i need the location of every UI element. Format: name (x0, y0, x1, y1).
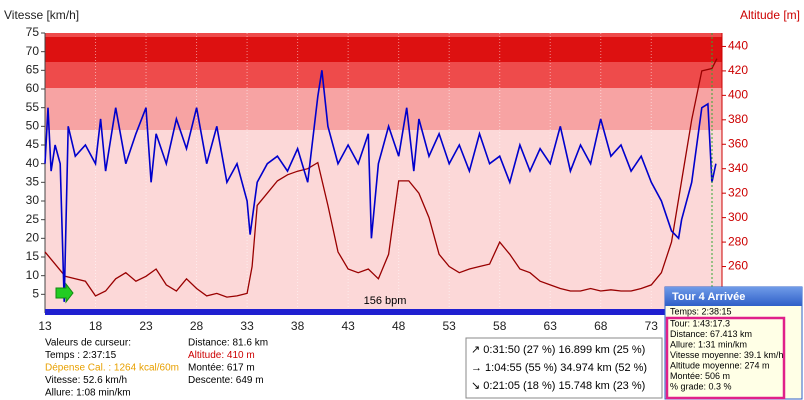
lap-value: Tour: 1:43:17.3 (670, 318, 730, 328)
lap-value: Allure: 1:31 min/km (670, 339, 747, 349)
x-tick-label: 53 (442, 319, 456, 333)
lap-value: Distance: 67.413 km (670, 329, 752, 339)
y-tick-label: 50 (26, 119, 40, 133)
x-tick-label: 58 (493, 319, 507, 333)
y2-tick-label: 420 (728, 63, 748, 77)
y-axis-label: Vitesse [km/h] (4, 8, 79, 22)
y2-tick-label: 380 (728, 112, 748, 126)
x-tick-label: 23 (139, 319, 153, 333)
cursor-value: Distance: 81.6 km (188, 338, 268, 349)
y-tick-label: 5 (32, 287, 39, 301)
y-tick-label: 30 (26, 193, 40, 207)
cursor-value: Vitesse: 52.6 km/h (45, 375, 127, 386)
y-tick-label: 75 (26, 25, 40, 39)
cursor-value: Descente: 649 m (188, 375, 264, 386)
cursor-value: Allure: 1:08 min/km (45, 388, 131, 399)
split-box (465, 337, 663, 399)
zone-bar (45, 309, 722, 315)
y2-tick-label: 280 (728, 234, 748, 248)
y2-tick-label: 260 (728, 259, 748, 273)
cursor-value: Altitude: 410 m (188, 350, 255, 361)
x-tick-label: 68 (594, 319, 608, 333)
x-tick-label: 73 (645, 319, 659, 333)
lap-title: Tour 4 Arrivée (672, 291, 745, 303)
lap-value: Montée: 506 m (670, 371, 730, 381)
y2-tick-label: 360 (728, 136, 748, 150)
series-line (44, 70, 717, 302)
x-tick-label: 28 (190, 319, 204, 333)
x-tick-label: 18 (89, 319, 103, 333)
y2-tick-label: 340 (728, 161, 748, 175)
y-tick-label: 25 (26, 212, 40, 226)
y-tick-label: 45 (26, 137, 40, 151)
cursor-value: Temps : 2:37:15 (45, 350, 117, 361)
y-tick-label: 35 (26, 175, 40, 189)
cursor-value: Dépense Cal. : 1264 kcal/60m (45, 363, 179, 374)
x-tick-label: 43 (341, 319, 355, 333)
lap-tooltip-header (665, 287, 802, 306)
zone-5 (45, 37, 722, 62)
lap-highlight (665, 316, 786, 400)
x-tick-label: 63 (544, 319, 558, 333)
y-tick-label: 40 (26, 156, 40, 170)
cursor-value: Montée: 617 m (188, 363, 255, 374)
lap-value: Vitesse moyenne: 39.1 km/h (670, 350, 783, 360)
split-row: ↗ 0:31:50 (27 %) 16.899 km (25 %) (471, 344, 645, 356)
y2-tick-label: 300 (728, 210, 748, 224)
zone-label: 156 bpm (364, 295, 407, 307)
split-row: → 1:04:55 (55 %) 34.974 km (52 %) (471, 362, 647, 374)
x-tick-label: 38 (291, 319, 305, 333)
y-tick-label: 70 (26, 44, 40, 58)
cursor-value: Valeurs de curseur: (45, 338, 131, 349)
y-tick-label: 55 (26, 100, 40, 114)
x-tick-label: 13 (38, 319, 52, 333)
y-tick-label: 10 (26, 268, 40, 282)
y2-axis-label: Altitude [m] (740, 8, 800, 22)
y-tick-label: 15 (26, 249, 40, 263)
y2-tick-label: 400 (728, 88, 748, 102)
y-tick-label: 65 (26, 63, 40, 77)
y2-tick-label: 320 (728, 185, 748, 199)
y-tick-label: 60 (26, 81, 40, 95)
split-row: ↘ 0:21:05 (18 %) 15.748 km (23 %) (471, 380, 645, 392)
series-line (44, 58, 718, 298)
lap-value: Altitude moyenne: 274 m (670, 360, 770, 370)
lap-value: % grade: 0.3 % (670, 381, 732, 391)
y2-tick-label: 440 (728, 39, 748, 53)
x-tick-label: 48 (392, 319, 406, 333)
lap-time: Temps: 2:38:15 (670, 306, 732, 316)
cursor-marker (55, 282, 74, 304)
x-tick-label: 33 (240, 319, 254, 333)
y-tick-label: 20 (26, 231, 40, 245)
